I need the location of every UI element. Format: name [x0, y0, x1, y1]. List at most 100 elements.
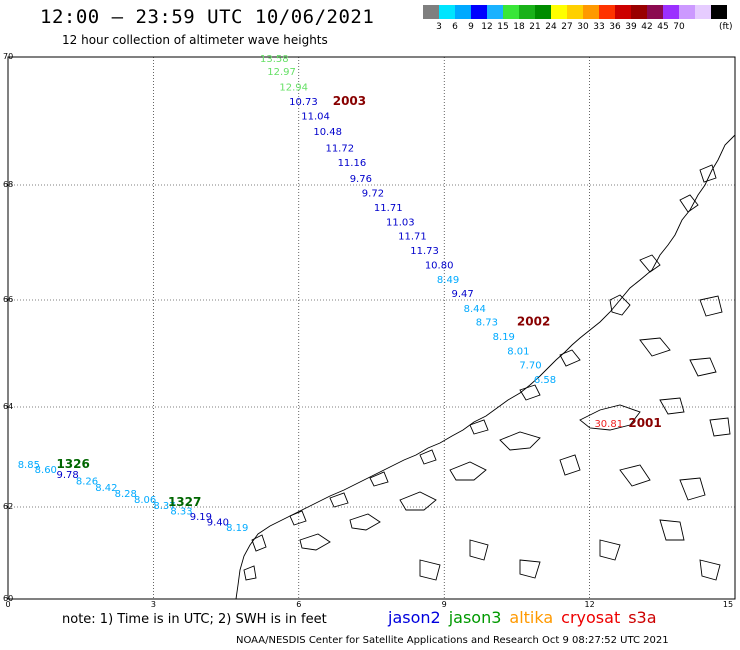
color-scale-label: 70 [673, 22, 685, 32]
longitude-tick-label: 3 [150, 600, 156, 609]
coastline-segment [679, 194, 699, 213]
color-swatch [679, 5, 695, 19]
coastline-segment [699, 295, 723, 317]
latitude-tick-label: 70 [3, 52, 14, 61]
legend-entry: jason3 [448, 608, 502, 627]
coastline-segment [243, 565, 257, 581]
color-swatch [439, 5, 455, 19]
color-scale-label: 21 [529, 22, 541, 32]
coastline-segment [689, 357, 717, 377]
wave-height-label: 9.47 [451, 289, 473, 300]
coastline-segment [709, 417, 731, 437]
color-scale-label: 24 [545, 22, 557, 32]
color-swatch [487, 5, 503, 19]
pass-time-label: 1327 [168, 495, 201, 509]
color-swatch [471, 5, 487, 19]
wave-height-label: 8.85 [18, 460, 40, 471]
coastline-segment [369, 471, 389, 487]
coastline-segment [699, 559, 721, 581]
coastline-segment [419, 559, 441, 581]
color-swatch [583, 5, 599, 19]
latitude-tick-label: 64 [3, 402, 14, 411]
coastline-segment [299, 533, 331, 551]
color-swatch [615, 5, 631, 19]
credit-line: NOAA/NESDIS Center for Satellite Applica… [236, 635, 669, 646]
color-swatch [631, 5, 647, 19]
latitude-tick-label: 66 [3, 295, 14, 304]
color-swatch [551, 5, 567, 19]
coastline-segment [419, 449, 437, 465]
wave-height-label: 6.58 [534, 375, 556, 386]
wave-height-label: 11.71 [374, 203, 403, 214]
coastline-segment [499, 431, 541, 451]
wave-height-label: 7.70 [519, 360, 541, 371]
chart-subtitle: 12 hour collection of altimeter wave hei… [62, 33, 328, 47]
pass-time-label: 2002 [517, 315, 550, 329]
color-swatch [663, 5, 679, 19]
pass-time-label: 2001 [628, 416, 661, 430]
wave-height-label: 8.19 [226, 523, 248, 534]
wave-height-observations: 13.58 12.97 12.94 10.73 11.04 10.48 11.72 11.16… [18, 54, 623, 534]
longitude-tick-label: 15 [722, 600, 734, 609]
wave-height-label: 8.44 [464, 304, 486, 315]
color-scale-bar [423, 5, 727, 19]
color-swatch [503, 5, 519, 19]
color-scale-label: 45 [657, 22, 669, 32]
coastline-segment [659, 397, 685, 415]
coastline-segment [639, 254, 661, 273]
color-scale-label: 36 [609, 22, 621, 32]
legend-entry: s3a [628, 608, 657, 627]
wave-height-label: 30.81 [594, 419, 623, 430]
wave-height-label: 9.72 [362, 189, 384, 200]
wave-height-label: 8.01 [507, 347, 529, 358]
coastline-segment [519, 559, 541, 579]
wave-height-label: 12.97 [267, 67, 296, 78]
wave-height-label: 11.72 [325, 144, 354, 155]
latitude-tick-label: 62 [3, 502, 14, 511]
coastline-segment [559, 349, 581, 367]
color-scale-unit: (ft) [719, 22, 733, 32]
color-swatch [695, 5, 711, 19]
wave-height-label: 8.42 [95, 483, 117, 494]
latitude-tick-label: 68 [3, 180, 14, 189]
color-scale-label: 27 [561, 22, 573, 32]
wave-height-label: 11.73 [410, 246, 439, 257]
coastline-segment [235, 134, 736, 600]
coastline-segment [251, 534, 267, 552]
wave-height-label: 13.58 [260, 54, 289, 65]
wave-height-label: 9.76 [350, 174, 372, 185]
coastline-segment [289, 510, 307, 526]
color-swatch [711, 5, 727, 19]
wave-height-label: 8.33 [170, 506, 192, 517]
pass-time-label: 2003 [333, 94, 366, 108]
coastline-segment [679, 477, 706, 501]
satellite-legend: jason2 jason3 altika cryosat s3a [388, 608, 665, 627]
note-text: note: 1) Time is in UTC; 2) SWH is in fe… [62, 612, 327, 627]
coastline-segment [329, 492, 349, 508]
longitude-tick-label: 9 [441, 600, 447, 609]
longitude-tick-label: 6 [296, 600, 302, 609]
coastline-segment [469, 419, 489, 435]
map-gridlines [7, 56, 736, 600]
color-swatch [455, 5, 471, 19]
longitude-tick-label: 0 [5, 600, 11, 609]
color-scale-label: 42 [641, 22, 653, 32]
color-scale-label: 15 [497, 22, 509, 32]
wave-height-label: 8.26 [76, 477, 98, 488]
wave-height-label: 8.06 [134, 495, 156, 506]
coastline-segment [659, 519, 685, 541]
coastline-segment [449, 461, 487, 481]
coastline-segment [579, 404, 641, 431]
wave-height-label: 8.19 [493, 332, 515, 343]
wave-height-label: 9.19 [190, 512, 212, 523]
wave-height-label: 12.94 [279, 82, 308, 93]
color-scale-label: 12 [481, 22, 493, 32]
wave-height-label: 8.73 [476, 318, 498, 329]
coastline-segment [699, 164, 717, 183]
coastline-segment [559, 454, 581, 476]
wave-height-label: 9.40 [207, 517, 229, 528]
color-swatch [423, 5, 439, 19]
color-swatch [535, 5, 551, 19]
legend-entry: altika [509, 608, 554, 627]
color-scale-label: 39 [625, 22, 637, 32]
